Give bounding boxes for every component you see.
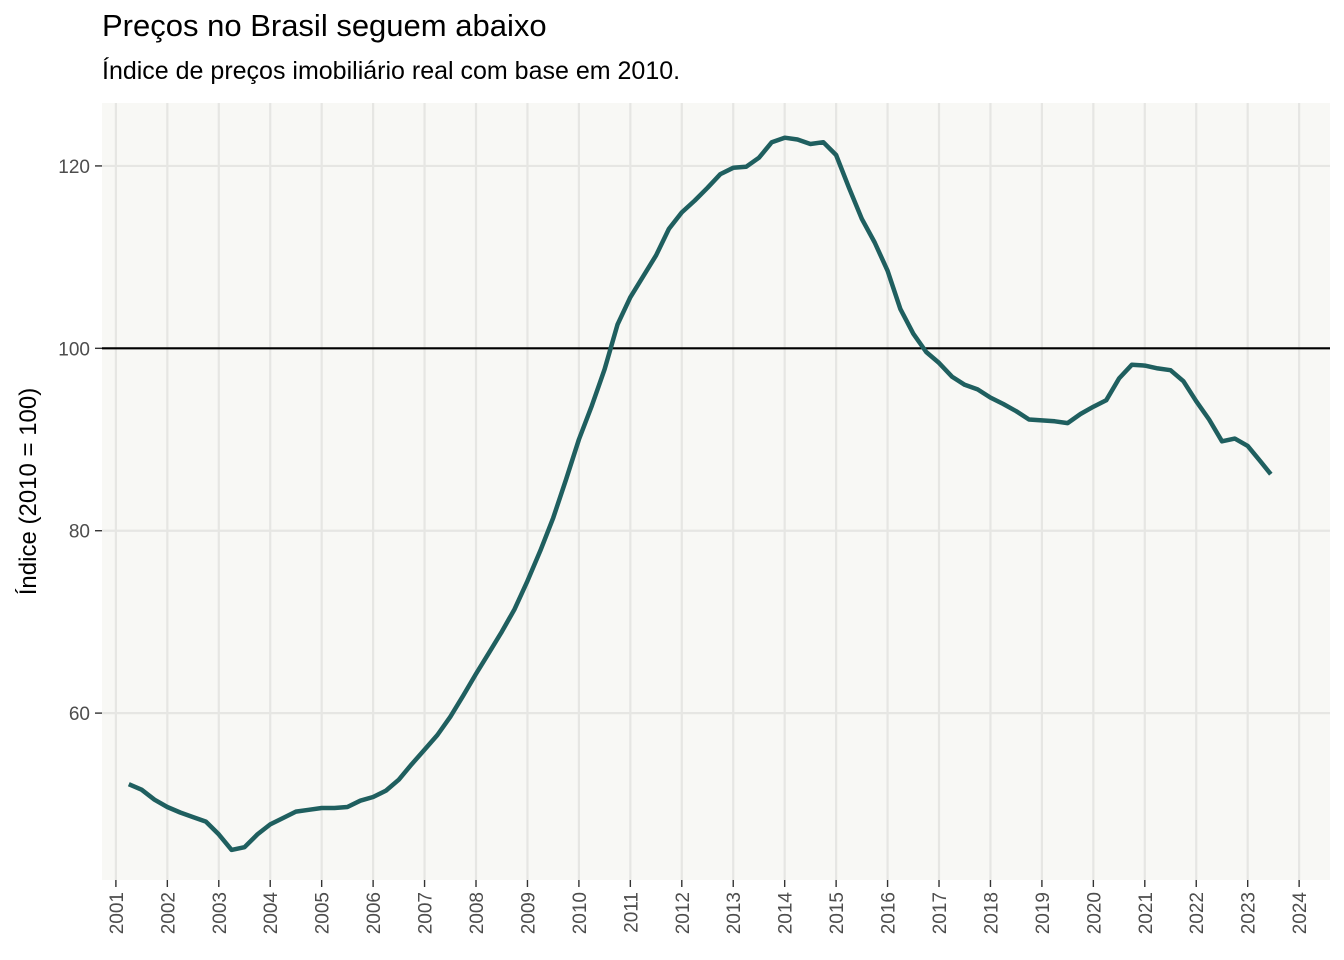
- y-axis-title: Índice (2010 = 100): [15, 388, 42, 595]
- x-tick-label: 2020: [1084, 892, 1105, 934]
- x-tick-label: 2014: [776, 892, 797, 935]
- y-tick-label: 100: [58, 339, 90, 360]
- x-tick-label: 2011: [621, 892, 642, 933]
- x-tick-label: 2019: [1033, 892, 1054, 934]
- series-line: [127, 135, 1273, 853]
- x-tick-label: 2004: [261, 892, 282, 935]
- x-tick-label: 2017: [930, 892, 951, 934]
- y-axis: 60 80 100 120: [58, 157, 102, 725]
- plot-panel: [102, 103, 1330, 880]
- x-tick-label: 2018: [981, 892, 1002, 934]
- x-tick-label: 2005: [313, 892, 334, 934]
- y-tick-label: 60: [69, 704, 90, 725]
- x-tick-label: 2007: [416, 892, 437, 934]
- x-tick-label: 2001: [107, 892, 128, 934]
- y-tick-label: 80: [69, 522, 90, 543]
- x-tick-label: 2024: [1290, 892, 1311, 935]
- grid-lines: [102, 103, 1330, 880]
- x-tick-label: 2022: [1187, 892, 1208, 934]
- series-group: [127, 135, 1273, 853]
- x-tick-label: 2016: [879, 892, 900, 934]
- x-tick-label: 2021: [1136, 892, 1157, 934]
- y-tick-label: 120: [58, 157, 90, 178]
- x-tick-label: 2010: [570, 892, 591, 934]
- chart-subtitle: Índice de preços imobiliário real com ba…: [102, 57, 681, 85]
- x-tick-label: 2002: [158, 892, 179, 934]
- x-tick-label: 2013: [724, 892, 745, 934]
- x-tick-label: 2006: [364, 892, 385, 934]
- x-tick-label: 2023: [1239, 892, 1260, 934]
- chart-title: Preços no Brasil seguem abaixo: [102, 8, 547, 43]
- x-axis: 2001 2002 2003 2004 2005 2006 2007 2008 2009 2010…: [107, 880, 1311, 934]
- x-tick-label: 2009: [518, 892, 539, 934]
- x-tick-label: 2015: [827, 892, 848, 934]
- x-tick-label: 2003: [210, 892, 231, 934]
- x-tick-label: 2008: [467, 892, 488, 934]
- x-tick-label: 2012: [673, 892, 694, 934]
